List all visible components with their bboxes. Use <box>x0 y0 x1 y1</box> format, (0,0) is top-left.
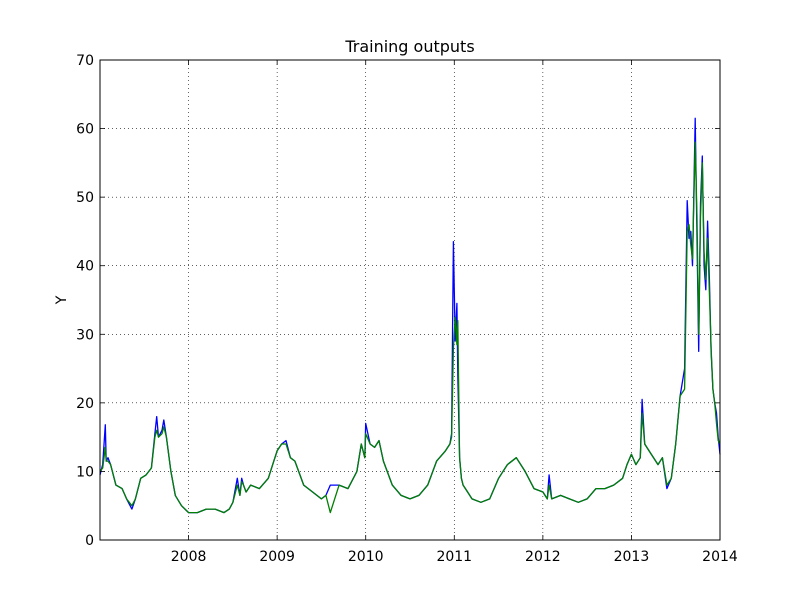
y-tick-label: 70 <box>76 53 94 69</box>
series-line-2 <box>99 141 721 514</box>
x-tick-label: 2011 <box>436 549 472 565</box>
x-tick-label: 2010 <box>348 549 384 565</box>
chart-title: Training outputs <box>344 37 474 56</box>
series-line-1 <box>99 117 721 514</box>
y-tick-label: 20 <box>76 396 94 412</box>
y-tick-label: 40 <box>76 259 94 275</box>
y-axis-label: Y <box>54 295 70 305</box>
y-tick-label: 30 <box>76 327 94 343</box>
y-tick-label: 10 <box>76 464 94 480</box>
x-tick-label: 2012 <box>525 549 561 565</box>
y-tick-label: 50 <box>76 190 94 206</box>
x-tick-label: 2014 <box>702 549 738 565</box>
x-tick-label: 2008 <box>171 549 207 565</box>
y-tick-label: 60 <box>76 122 94 138</box>
axis-ticks: 2008 2009 2010 2011 2012 2013 2014 0 10 20 30 40 50 6… <box>76 53 738 565</box>
grid-lines <box>100 60 720 540</box>
y-tick-label: 0 <box>85 533 94 549</box>
plot-area-frame <box>99 59 721 541</box>
series-lines <box>99 117 721 514</box>
x-tick-label: 2013 <box>614 549 650 565</box>
x-tick-label: 2009 <box>259 549 295 565</box>
